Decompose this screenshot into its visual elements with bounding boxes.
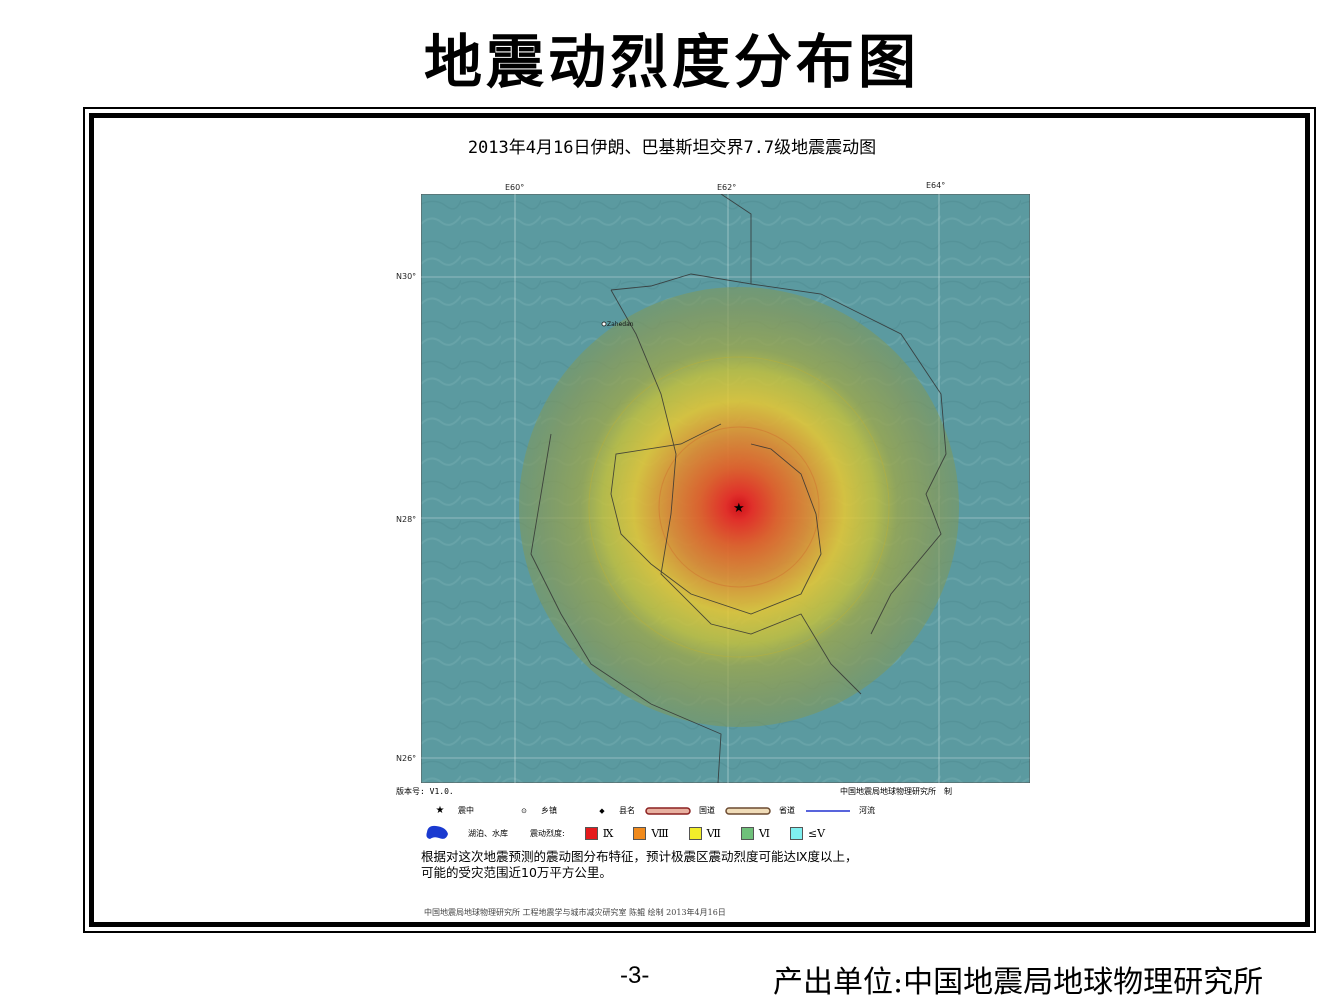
intensity-vi-label: Ⅵ bbox=[758, 826, 770, 840]
intensity-viii-swatch bbox=[633, 826, 647, 840]
river-icon bbox=[806, 809, 850, 812]
intensity-v-label: ≤Ⅴ bbox=[807, 826, 826, 840]
description-line-1: 根据对这次地震预测的震动图分布特征，预计极震区震动烈度可能达Ⅸ度以上， bbox=[421, 849, 858, 864]
shakemap-svg: Zahedan ★ bbox=[420, 193, 1031, 784]
legend-lake-label: 湖泊、水库 bbox=[468, 828, 508, 838]
lake-icon bbox=[426, 825, 448, 839]
intensity-v-swatch bbox=[789, 826, 803, 840]
legend-national-road-label: 国道 bbox=[699, 806, 715, 815]
intensity-vii-swatch bbox=[688, 826, 702, 840]
legend-row-intensity: 湖泊、水库 震动烈度: Ⅸ Ⅷ Ⅶ Ⅵ ≤Ⅴ bbox=[424, 824, 845, 842]
shakemap: Zahedan ★ bbox=[420, 193, 1031, 784]
town-marker bbox=[601, 321, 607, 327]
slide-title: 地震动烈度分布图 bbox=[423, 28, 920, 96]
legend-river-label: 河流 bbox=[859, 806, 875, 815]
lat-tick-n26: N26° bbox=[396, 754, 417, 763]
legend-provincial-road-label: 省道 bbox=[779, 806, 795, 815]
provincial-road-icon bbox=[725, 806, 771, 815]
intensity-vii-label: Ⅶ bbox=[706, 826, 721, 840]
lon-tick-e62: E62° bbox=[717, 183, 737, 192]
legend-town-label: 乡镇 bbox=[541, 806, 557, 815]
intensity-ix-label: Ⅸ bbox=[602, 826, 614, 840]
producer-label: 产出单位:中国地震局地球物理研究所 bbox=[773, 965, 1264, 1000]
lat-tick-n30: N30° bbox=[396, 272, 417, 281]
shaking-area bbox=[519, 287, 959, 727]
star-icon: ★ bbox=[435, 805, 445, 816]
intensity-ix-swatch bbox=[584, 826, 598, 840]
version-label: 版本号: V1.0. bbox=[396, 787, 454, 796]
borders bbox=[530, 193, 947, 784]
intensity-vi-swatch bbox=[740, 826, 754, 840]
map-title: 2013年4月16日伊朗、巴基斯坦交界7.7级地震震动图 bbox=[467, 138, 877, 158]
legend-intensity-label: 震动烈度: bbox=[530, 828, 565, 838]
outer-frame bbox=[83, 107, 1316, 933]
legend-county-label: 县名 bbox=[619, 806, 635, 815]
county-icon: ◆ bbox=[599, 806, 605, 815]
legend-row-symbols: ★ 震中 ⊙ 乡镇 ◆ 县名 国道 省道 河流 bbox=[434, 805, 875, 816]
national-road-icon bbox=[645, 806, 691, 815]
city-label: Zahedan bbox=[607, 321, 634, 328]
town-icon: ⊙ bbox=[521, 806, 527, 815]
page-number: -3- bbox=[620, 962, 650, 989]
legend-epicenter-label: 震中 bbox=[458, 806, 474, 815]
lon-tick-e64: E64° bbox=[926, 181, 946, 190]
maker-label: 中国地震局地球物理研究所 制 bbox=[840, 787, 952, 796]
lon-tick-e60: E60° bbox=[505, 183, 525, 192]
description-line-2: 可能的受灾范围近10万平方公里。 bbox=[421, 865, 612, 880]
epicenter-star-icon: ★ bbox=[733, 501, 745, 516]
intensity-viii-label: Ⅷ bbox=[651, 826, 669, 840]
credit-line: 中国地震局地球物理研究所 工程地震学与城市减灾研究室 陈鲲 绘制 2013年4月… bbox=[424, 908, 726, 917]
description: 根据对这次地震预测的震动图分布特征，预计极震区震动烈度可能达Ⅸ度以上， 可能的受… bbox=[421, 849, 857, 881]
lat-tick-n28: N28° bbox=[396, 515, 417, 524]
